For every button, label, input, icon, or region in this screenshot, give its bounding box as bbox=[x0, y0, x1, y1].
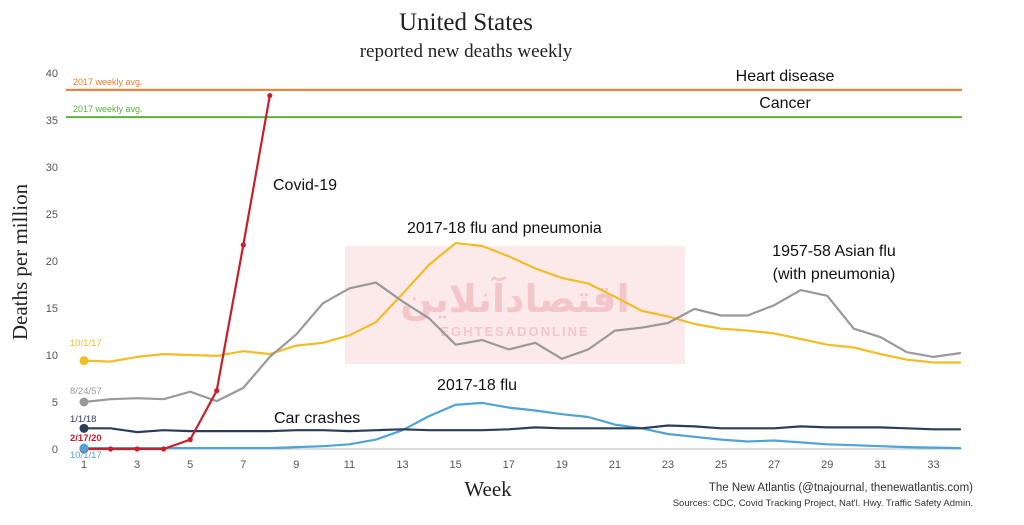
watermark-text: اقتصادآنلاین bbox=[400, 275, 629, 321]
y-tick-label: 40 bbox=[46, 68, 58, 80]
x-tick-label: 17 bbox=[503, 459, 515, 471]
start-marker-2017-18-flu-and-pneumonia bbox=[79, 356, 89, 366]
covid-point bbox=[134, 446, 140, 452]
y-tick-label: 20 bbox=[46, 256, 58, 268]
x-tick-label: 11 bbox=[344, 459, 355, 471]
sources-text: Sources: CDC, Covid Tracking Project, Na… bbox=[673, 498, 973, 509]
x-tick-label: 7 bbox=[240, 459, 246, 471]
series-label-flu: 2017-18 flu bbox=[437, 377, 517, 394]
series-label-car: Car crashes bbox=[274, 410, 360, 427]
start-date-covid-19: 2/17/20 bbox=[70, 433, 102, 444]
series-line-1957-58-asian-flu-with-pneumonia bbox=[82, 281, 962, 404]
x-tick-label: 31 bbox=[874, 459, 886, 471]
x-tick-label: 15 bbox=[450, 459, 462, 471]
series-line-2017-18-flu-and-pneumonia bbox=[82, 242, 962, 364]
covid-point bbox=[214, 388, 220, 394]
chart-title: United States bbox=[399, 9, 533, 36]
credit-text: The New Atlantis (@tnajournal, thenewatl… bbox=[709, 482, 973, 494]
y-axis-title: Deaths per million bbox=[8, 183, 32, 340]
y-tick-label: 35 bbox=[46, 115, 58, 127]
covid-point bbox=[161, 446, 167, 452]
series-label-covid: Covid-19 bbox=[273, 177, 337, 194]
watermark: اقتصادآنلاین EGHTESADONLINE bbox=[345, 246, 685, 364]
y-tick-label: 0 bbox=[52, 444, 58, 456]
series-line-covid-19 bbox=[82, 94, 271, 451]
x-tick-label: 13 bbox=[396, 459, 408, 471]
y-tick-label: 15 bbox=[46, 303, 58, 315]
series-label-asian-flu-line2: (with pneumonia) bbox=[773, 266, 896, 283]
reference-lines: 2017 weekly avg. Heart disease 2017 weekly… bbox=[66, 68, 962, 119]
x-tick-label: 21 bbox=[609, 459, 621, 471]
start-date-2017-18-flu: 10/1/17 bbox=[70, 450, 102, 461]
reference-tag-heart-disease: 2017 weekly avg. bbox=[73, 77, 143, 87]
x-tick-label: 3 bbox=[134, 459, 140, 471]
series-start-labels: 2/17/20 10/1/17 8/24/57 10/1/17 1/1/18 bbox=[70, 338, 102, 461]
series-label-flu-pneumonia: 2017-18 flu and pneumonia bbox=[407, 220, 602, 237]
covid-point bbox=[240, 242, 246, 248]
x-tick-label: 25 bbox=[715, 459, 727, 471]
x-tick-label: 9 bbox=[293, 459, 299, 471]
covid-point bbox=[107, 446, 114, 452]
y-tick-labels: 0 5 10 15 20 25 30 35 40 bbox=[46, 68, 58, 456]
reference-tag-cancer: 2017 weekly avg. bbox=[73, 104, 143, 114]
x-tick-label: 5 bbox=[187, 459, 193, 471]
start-date-car-crashes: 1/1/18 bbox=[70, 414, 96, 425]
covid-point bbox=[267, 92, 273, 99]
y-tick-label: 25 bbox=[46, 209, 58, 221]
start-date-2017-18-flu-and-pneumonia: 10/1/17 bbox=[70, 338, 102, 349]
start-marker-car-crashes bbox=[79, 423, 89, 433]
start-marker-2017-18-flu bbox=[79, 443, 89, 453]
x-tick-label: 19 bbox=[556, 459, 568, 471]
x-tick-label: 27 bbox=[768, 459, 780, 471]
reference-label-heart-disease: Heart disease bbox=[736, 68, 835, 85]
series-label-asian-flu-line1: 1957-58 Asian flu bbox=[772, 243, 896, 260]
start-date-1957-58-asian-flu-with-pneumonia: 8/24/57 bbox=[70, 386, 102, 397]
covid-point bbox=[187, 437, 193, 443]
watermark-subtext: EGHTESADONLINE bbox=[440, 324, 589, 339]
reference-label-cancer: Cancer bbox=[759, 95, 811, 112]
chart-subtitle: reported new deaths weekly bbox=[360, 41, 573, 62]
x-tick-label: 1 bbox=[81, 459, 87, 471]
series-line-2017-18-flu bbox=[82, 401, 962, 450]
series-line-car-crashes bbox=[82, 424, 962, 434]
y-tick-label: 5 bbox=[52, 397, 58, 409]
y-tick-label: 30 bbox=[46, 162, 58, 174]
x-tick-label: 29 bbox=[821, 459, 833, 471]
x-tick-label: 23 bbox=[662, 459, 674, 471]
start-marker-1957-58-asian-flu-with-pneumonia bbox=[79, 397, 89, 407]
x-axis-title: Week bbox=[464, 477, 512, 501]
x-tick-labels: 1 3 5 7 9 11 13 15 17 19 21 23 25 27 29 31 33 bbox=[81, 459, 940, 471]
y-tick-label: 10 bbox=[46, 350, 58, 362]
x-tick-label: 33 bbox=[927, 459, 939, 471]
